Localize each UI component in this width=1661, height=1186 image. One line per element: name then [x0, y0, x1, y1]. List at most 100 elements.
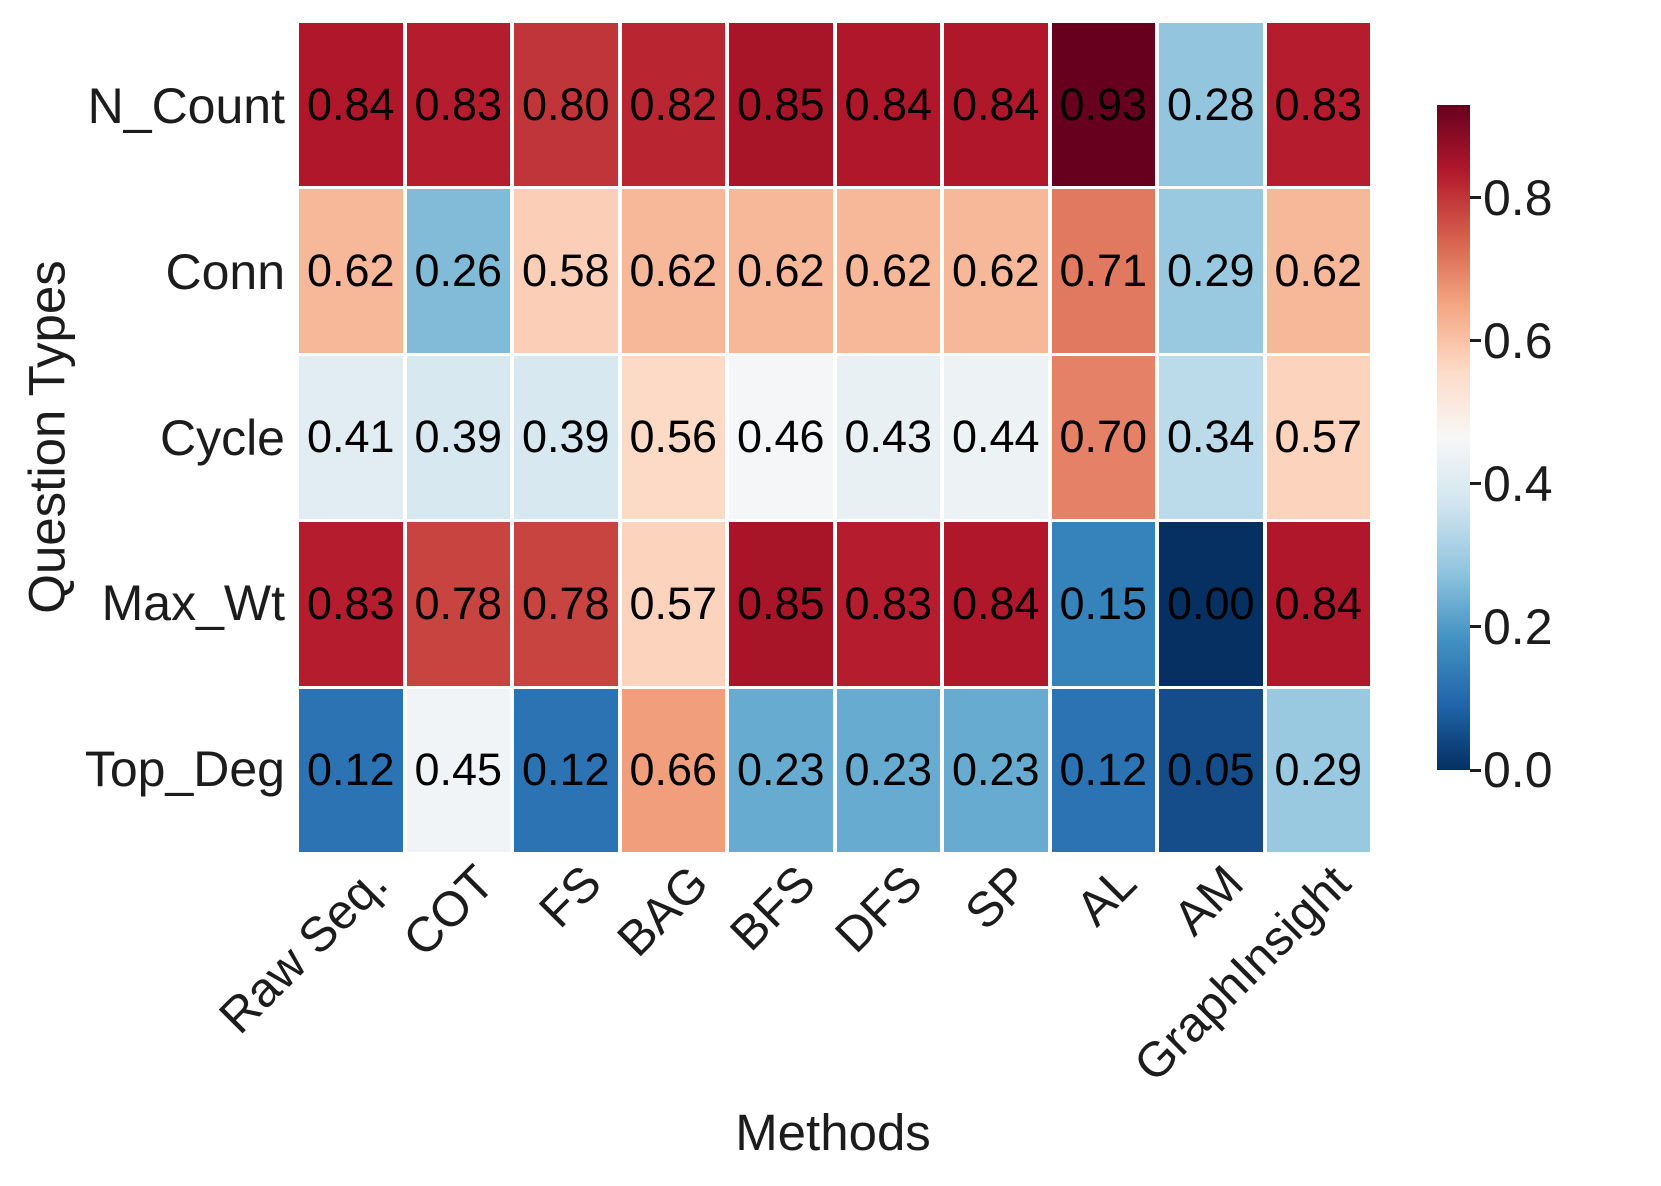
- heatmap-cell: 0.85: [729, 522, 833, 686]
- heatmap-cell: 0.12: [1051, 688, 1155, 852]
- cell-value: 0.15: [1059, 577, 1148, 629]
- x-tick-label: AL: [1066, 855, 1148, 937]
- cell-value: 0.84: [951, 78, 1040, 130]
- colorbar-tick-label: 0.0: [1483, 742, 1553, 798]
- cell-value: 0.57: [629, 577, 718, 629]
- cell-value: 0.34: [1166, 411, 1255, 463]
- heatmap-cell: 0.26: [406, 189, 510, 353]
- cell-value: 0.39: [521, 411, 610, 463]
- heatmap-cell: 0.28: [1159, 23, 1263, 187]
- heatmap-cell: 0.56: [621, 355, 725, 520]
- heatmap-cell: 0.83: [836, 522, 940, 686]
- cell-value: 0.56: [629, 411, 718, 463]
- heatmap-cell: 0.84: [299, 23, 403, 187]
- heatmap-cell: 0.84: [944, 23, 1048, 187]
- heatmap-cell: 0.62: [836, 189, 940, 353]
- heatmap-cell: 0.83: [1266, 23, 1370, 187]
- heatmap-cell: 0.23: [836, 688, 940, 852]
- x-tick-label: Raw Seq.: [208, 855, 398, 1044]
- cell-value: 0.23: [951, 744, 1040, 796]
- heatmap-cell: 0.84: [1266, 522, 1370, 686]
- heatmap-cell: 0.45: [406, 688, 510, 852]
- cell-value: 0.71: [1059, 245, 1148, 297]
- x-tick-label: BFS: [720, 855, 826, 962]
- colorbar-tick: [1470, 482, 1481, 486]
- heatmap-cell: 0.62: [729, 189, 833, 353]
- y-tick-label: Max_Wt: [101, 575, 285, 632]
- cell-value: 0.46: [736, 411, 825, 463]
- heatmap-cell: 0.43: [836, 355, 940, 520]
- cell-value: 0.83: [414, 78, 503, 130]
- heatmap-cell: 0.83: [406, 23, 510, 187]
- heatmap-cell: 0.82: [621, 23, 725, 187]
- cell-value: 0.12: [521, 744, 610, 796]
- heatmap-cell: 0.29: [1159, 189, 1263, 353]
- heatmap-cell: 0.80: [514, 23, 618, 187]
- colorbar-tick-label: 0.4: [1483, 455, 1553, 512]
- cell-value: 0.58: [521, 245, 610, 297]
- cell-value: 0.00: [1166, 577, 1255, 629]
- cell-value: 0.57: [1274, 411, 1363, 463]
- cell-value: 0.45: [414, 744, 503, 796]
- y-tick-label: Conn: [165, 243, 285, 300]
- cell-value: 0.62: [629, 245, 718, 297]
- heatmap-cell: 0.93: [1051, 23, 1155, 187]
- colorbar-tick: [1470, 196, 1481, 200]
- heatmap-cell: 0.12: [514, 688, 618, 852]
- heatmap-cell: 0.57: [1266, 355, 1370, 520]
- cell-value: 0.62: [306, 245, 395, 297]
- cell-value: 0.41: [306, 411, 395, 463]
- heatmap-cell: 0.44: [944, 355, 1048, 520]
- cell-value: 0.28: [1166, 78, 1255, 130]
- heatmap-cell: 0.39: [514, 355, 618, 520]
- heatmap-cell: 0.84: [944, 522, 1048, 686]
- heatmap-cell: 0.00: [1159, 522, 1263, 686]
- cell-value: 0.84: [844, 78, 933, 130]
- cell-value: 0.78: [521, 577, 610, 629]
- cell-value: 0.84: [306, 78, 395, 130]
- cell-value: 0.83: [844, 577, 933, 629]
- heatmap-cell: 0.23: [729, 688, 833, 852]
- cell-value: 0.84: [1274, 577, 1363, 629]
- heatmap-cell: 0.62: [1266, 189, 1370, 353]
- x-tick-label: BAG: [607, 855, 719, 967]
- cell-value: 0.82: [629, 78, 718, 130]
- heatmap-cell: 0.58: [514, 189, 618, 353]
- heatmap-cell: 0.62: [621, 189, 725, 353]
- cell-value: 0.29: [1166, 245, 1255, 297]
- cell-value: 0.78: [414, 577, 503, 629]
- y-tick-label: Top_Deg: [84, 741, 285, 798]
- cell-value: 0.62: [951, 245, 1040, 297]
- heatmap-cell: 0.62: [944, 189, 1048, 353]
- heatmap-cell: 0.78: [406, 522, 510, 686]
- cell-value: 0.62: [1274, 245, 1363, 297]
- colorbar-tick-label: 0.2: [1483, 598, 1553, 655]
- heatmap-cell: 0.70: [1051, 355, 1155, 520]
- cell-value: 0.84: [951, 577, 1040, 629]
- colorbar-gradient: [1437, 105, 1470, 770]
- cell-value: 0.29: [1274, 744, 1363, 796]
- cell-value: 0.44: [951, 411, 1040, 463]
- cell-value: 0.62: [736, 245, 825, 297]
- cell-value: 0.80: [521, 78, 610, 130]
- x-axis-title: Methods: [735, 1104, 931, 1161]
- cell-value: 0.39: [414, 411, 503, 463]
- heatmap-cell: 0.57: [621, 522, 725, 686]
- heatmap-cell: 0.12: [299, 688, 403, 852]
- cell-value: 0.83: [306, 577, 395, 629]
- cell-value: 0.70: [1059, 411, 1148, 463]
- heatmap-cell: 0.85: [729, 23, 833, 187]
- cell-value: 0.23: [736, 744, 825, 796]
- cell-value: 0.05: [1166, 744, 1255, 796]
- heatmap-cell: 0.41: [299, 355, 403, 520]
- colorbar-tick-label: 0.6: [1483, 312, 1553, 369]
- cell-value: 0.23: [844, 744, 933, 796]
- heatmap-cell: 0.84: [836, 23, 940, 187]
- heatmap-grid: 0.84 0.83 0.80 0.82 0.85 0.84 0.84 0.93 0.28 0.83…: [299, 23, 1370, 852]
- x-tick-label: COT: [393, 855, 505, 967]
- cell-value: 0.12: [306, 744, 395, 796]
- x-tick-label: SP: [955, 855, 1040, 940]
- colorbar-tick: [1470, 339, 1481, 343]
- x-tick-label: FS: [529, 855, 612, 939]
